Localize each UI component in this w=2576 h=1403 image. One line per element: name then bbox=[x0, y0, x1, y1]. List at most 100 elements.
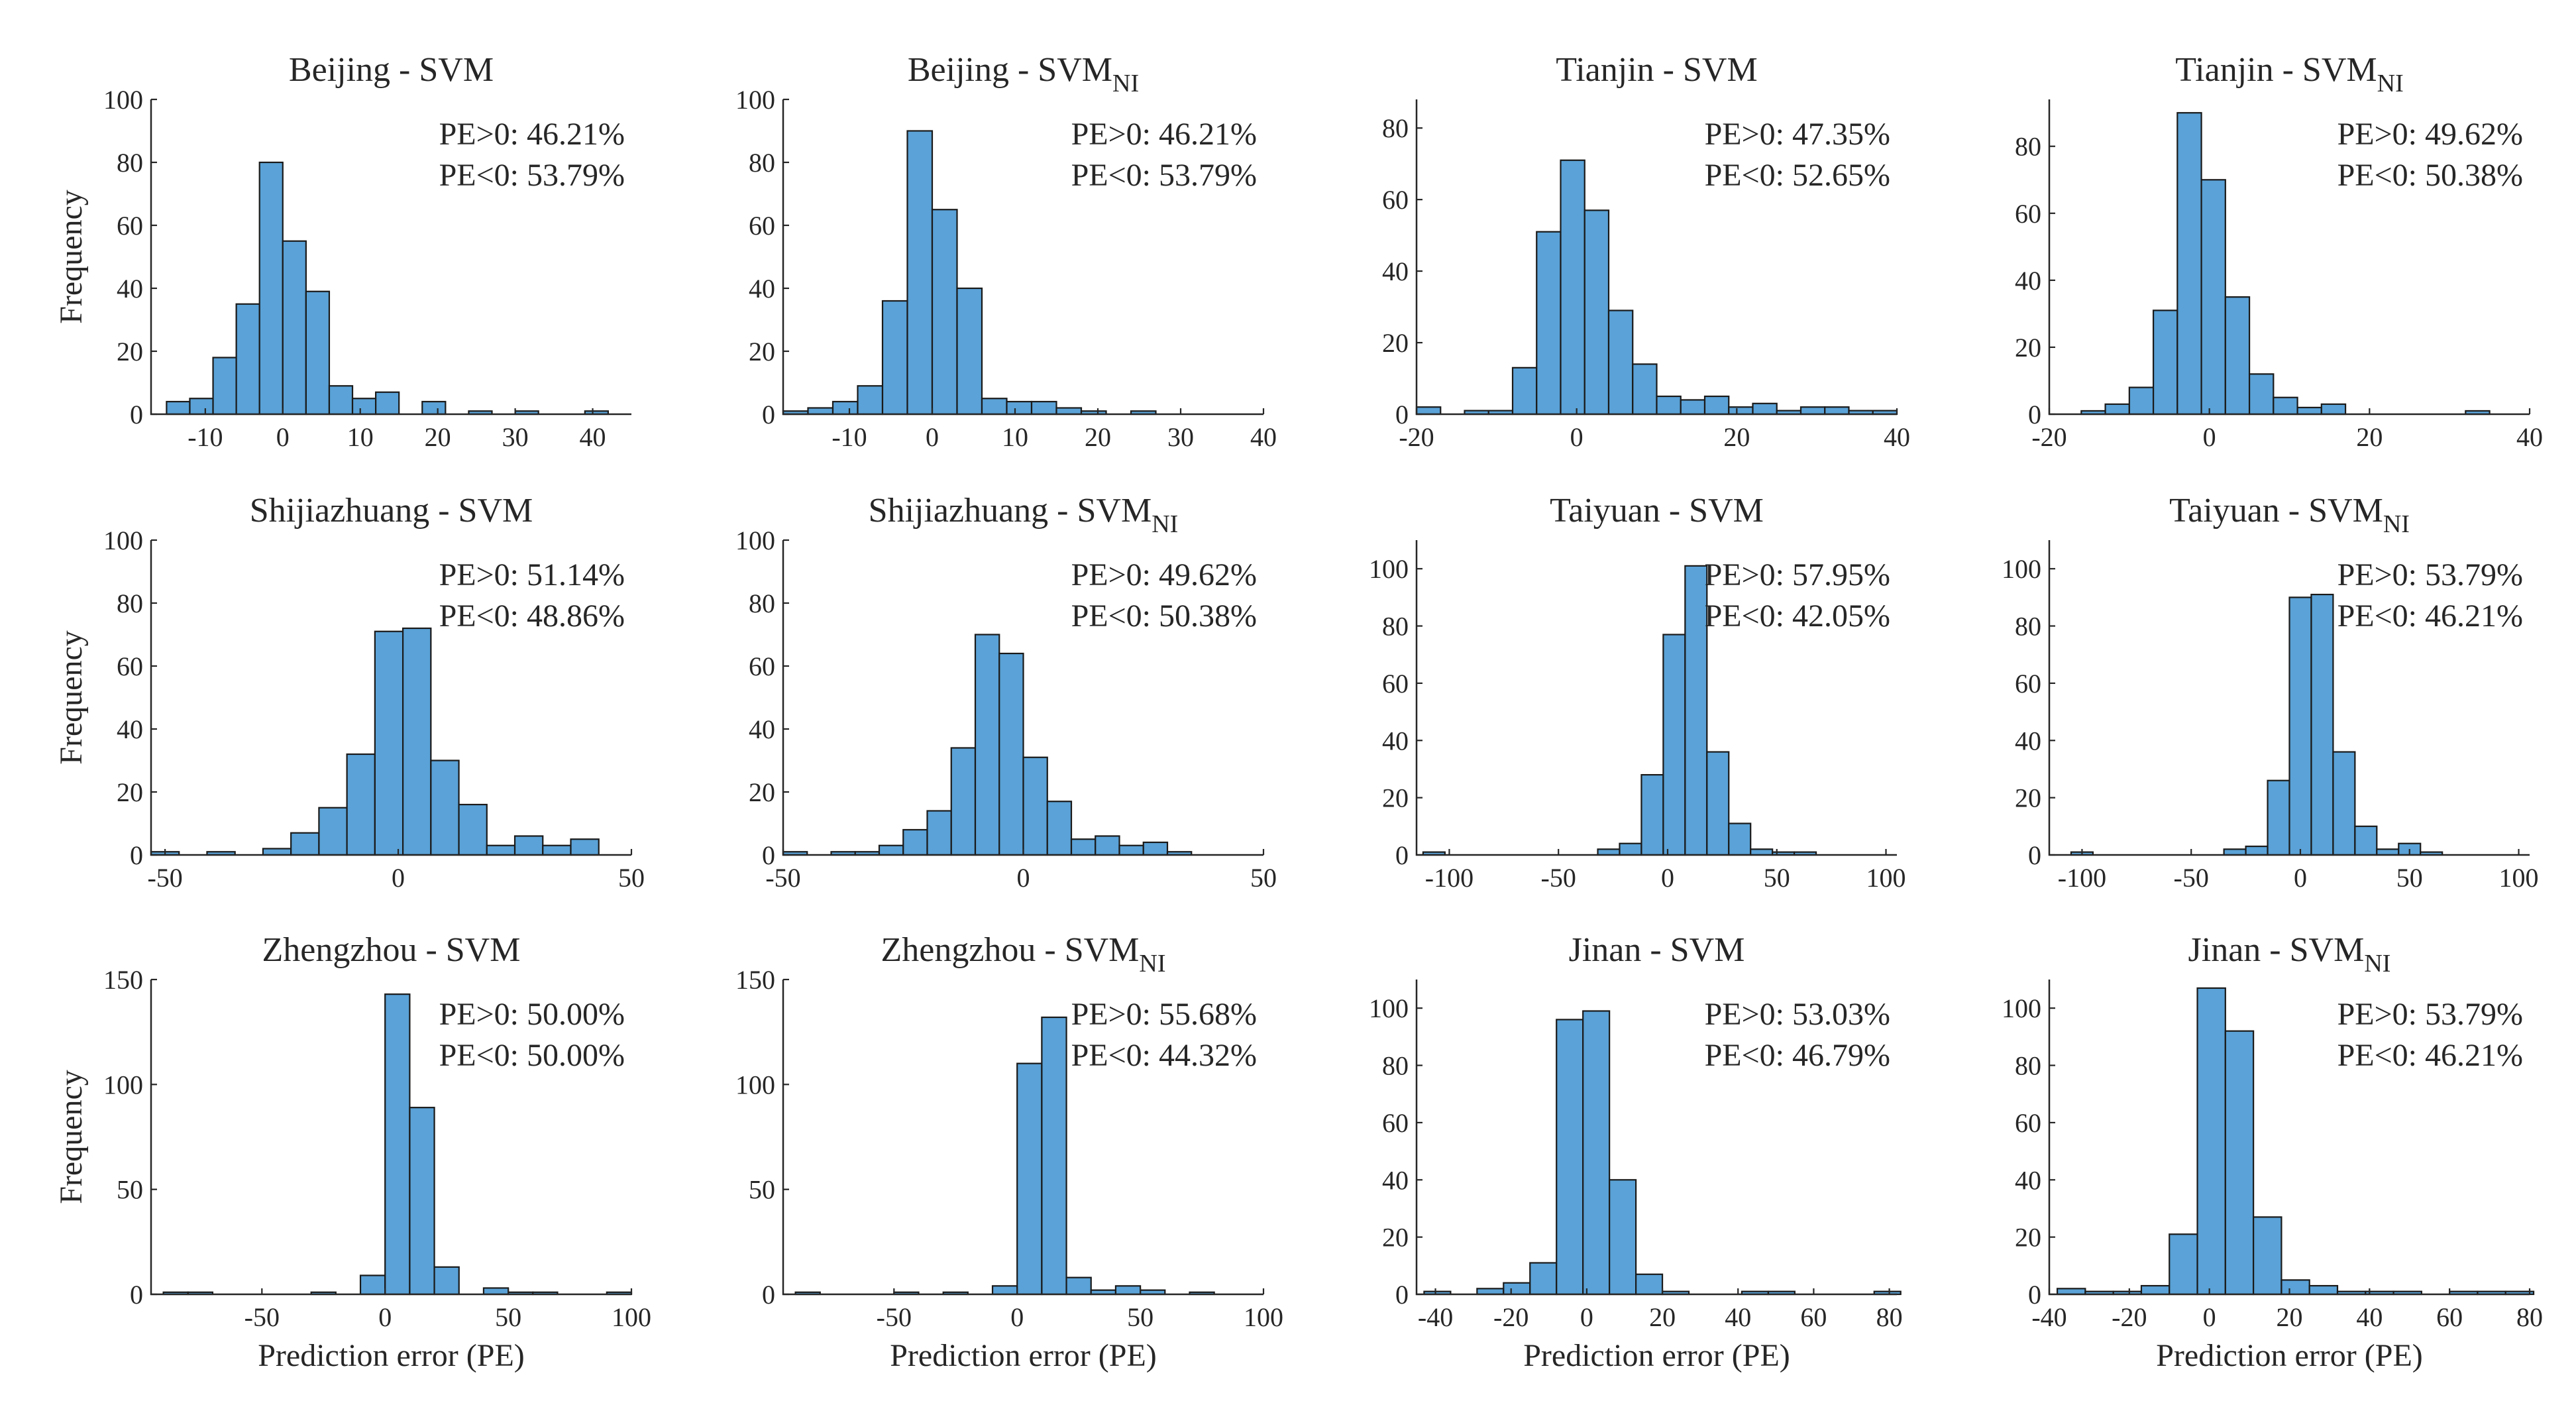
negative-error-share: PE<0: 42.05% bbox=[1705, 598, 1890, 634]
histogram-bar bbox=[513, 835, 544, 856]
histogram-bar bbox=[1752, 402, 1778, 416]
x-tick-label: -50 bbox=[877, 1302, 912, 1332]
histogram-bar bbox=[1656, 395, 1682, 416]
negative-error-share: PE<0: 46.21% bbox=[2337, 598, 2523, 634]
histogram-bar bbox=[189, 398, 214, 416]
histogram-bar bbox=[906, 130, 934, 416]
x-tick-label: 0 bbox=[2203, 422, 2216, 452]
positive-error-share: PE>0: 50.00% bbox=[439, 997, 625, 1032]
y-tick-label: 40 bbox=[1382, 256, 1409, 286]
y-tick-label: 150 bbox=[103, 965, 143, 995]
y-tick-label: 40 bbox=[1382, 726, 1409, 756]
histogram-bar bbox=[1118, 844, 1144, 856]
histogram-bar bbox=[346, 753, 376, 856]
histogram-bar bbox=[1556, 1019, 1584, 1296]
histogram-bar bbox=[2224, 1030, 2255, 1296]
x-tick-label: -100 bbox=[1425, 863, 1474, 893]
x-tick-label: 0 bbox=[926, 422, 939, 452]
y-tick-label: 0 bbox=[130, 840, 143, 870]
x-tick-label: -50 bbox=[2174, 863, 2209, 893]
panel-title: Jinan - SVM bbox=[1569, 931, 1745, 969]
x-tick-label: 0 bbox=[1010, 1302, 1024, 1332]
y-tick-label: 100 bbox=[2002, 993, 2041, 1023]
panel-title: Jinan - SVMNI bbox=[2188, 931, 2391, 978]
y-tick-label: 80 bbox=[2015, 1051, 2041, 1081]
histogram-bar bbox=[878, 844, 904, 856]
x-tick-label: 0 bbox=[276, 422, 290, 452]
negative-error-share: PE<0: 53.79% bbox=[439, 158, 625, 193]
histogram-bar bbox=[2152, 309, 2178, 416]
x-tick-label: 0 bbox=[2203, 1302, 2216, 1332]
y-tick-label: 60 bbox=[1382, 1108, 1409, 1138]
histogram-bar bbox=[235, 303, 260, 416]
x-tick-label: 100 bbox=[612, 1302, 651, 1332]
histogram-bar bbox=[1662, 634, 1686, 856]
histogram-bar bbox=[1055, 407, 1083, 416]
y-tick-label: 20 bbox=[2015, 333, 2041, 363]
x-tick-label: 40 bbox=[1884, 422, 1910, 452]
histogram-bar bbox=[430, 759, 460, 856]
x-tick-label: 0 bbox=[392, 863, 405, 893]
x-tick-label: -10 bbox=[188, 422, 223, 452]
y-tick-label: 0 bbox=[1395, 1280, 1409, 1310]
x-tick-label: 40 bbox=[1725, 1302, 1751, 1332]
x-tick-label: 80 bbox=[1876, 1302, 1903, 1332]
y-axis-label: Frequency bbox=[54, 1070, 89, 1204]
x-tick-label: 10 bbox=[1002, 422, 1028, 452]
y-tick-label: 40 bbox=[749, 274, 775, 304]
histogram-bar bbox=[375, 391, 400, 416]
x-tick-label: -50 bbox=[244, 1302, 280, 1332]
histogram-bar bbox=[2169, 1233, 2198, 1296]
histogram-bar bbox=[2128, 386, 2155, 416]
histogram-bar bbox=[2253, 1216, 2282, 1296]
x-tick-label: 0 bbox=[378, 1302, 392, 1332]
negative-error-share: PE<0: 46.79% bbox=[1705, 1038, 1890, 1073]
positive-error-share: PE>0: 53.03% bbox=[1705, 997, 1890, 1032]
histogram-bar bbox=[1511, 366, 1538, 416]
panel-title: Taiyuan - SVMNI bbox=[2169, 492, 2410, 538]
x-tick-label: 50 bbox=[2396, 863, 2423, 893]
x-tick-label: 50 bbox=[1250, 863, 1277, 893]
panel-title-main: Beijing - SVM bbox=[289, 51, 494, 89]
histogram-bar bbox=[1684, 565, 1708, 856]
y-tick-label: 100 bbox=[103, 1070, 143, 1099]
x-tick-label: -10 bbox=[832, 422, 867, 452]
x-axis-label: Prediction error (PE) bbox=[258, 1338, 525, 1373]
y-tick-label: 60 bbox=[749, 651, 775, 681]
x-tick-label: 60 bbox=[1800, 1302, 1827, 1332]
y-tick-label: 0 bbox=[1395, 400, 1409, 429]
y-tick-label: 20 bbox=[1382, 328, 1409, 358]
histogram-bar bbox=[542, 844, 572, 856]
histogram-bar bbox=[902, 828, 928, 856]
y-tick-label: 100 bbox=[1369, 993, 1409, 1023]
y-tick-label: 80 bbox=[2015, 612, 2041, 642]
histogram-bar bbox=[1706, 751, 1730, 856]
panel-title-subscript: NI bbox=[2364, 950, 2390, 978]
x-tick-label: 0 bbox=[1017, 863, 1030, 893]
histogram-bar bbox=[807, 407, 834, 416]
x-tick-label: 20 bbox=[2356, 422, 2383, 452]
histogram-bar bbox=[2176, 112, 2202, 416]
x-tick-label: -100 bbox=[2058, 863, 2106, 893]
y-tick-label: 0 bbox=[2028, 840, 2041, 870]
histogram-bar bbox=[570, 838, 600, 856]
y-tick-label: 80 bbox=[1382, 612, 1409, 642]
histogram-bar bbox=[1114, 1285, 1142, 1296]
positive-error-share: PE>0: 51.14% bbox=[439, 557, 625, 592]
x-tick-label: 50 bbox=[1127, 1302, 1154, 1332]
x-tick-label: 50 bbox=[1764, 863, 1790, 893]
histogram-bar bbox=[1006, 400, 1033, 416]
x-axis-label: Prediction error (PE) bbox=[1523, 1338, 1790, 1373]
histogram-bar bbox=[2196, 987, 2226, 1296]
y-tick-label: 60 bbox=[1382, 669, 1409, 699]
y-tick-label: 60 bbox=[749, 211, 775, 241]
panel-title-subscript: NI bbox=[2383, 510, 2410, 538]
histogram-bar bbox=[1415, 406, 1442, 416]
y-tick-label: 20 bbox=[749, 337, 775, 366]
negative-error-share: PE<0: 44.32% bbox=[1071, 1038, 1257, 1073]
histogram-bar bbox=[1680, 399, 1706, 416]
y-tick-label: 80 bbox=[117, 148, 143, 178]
